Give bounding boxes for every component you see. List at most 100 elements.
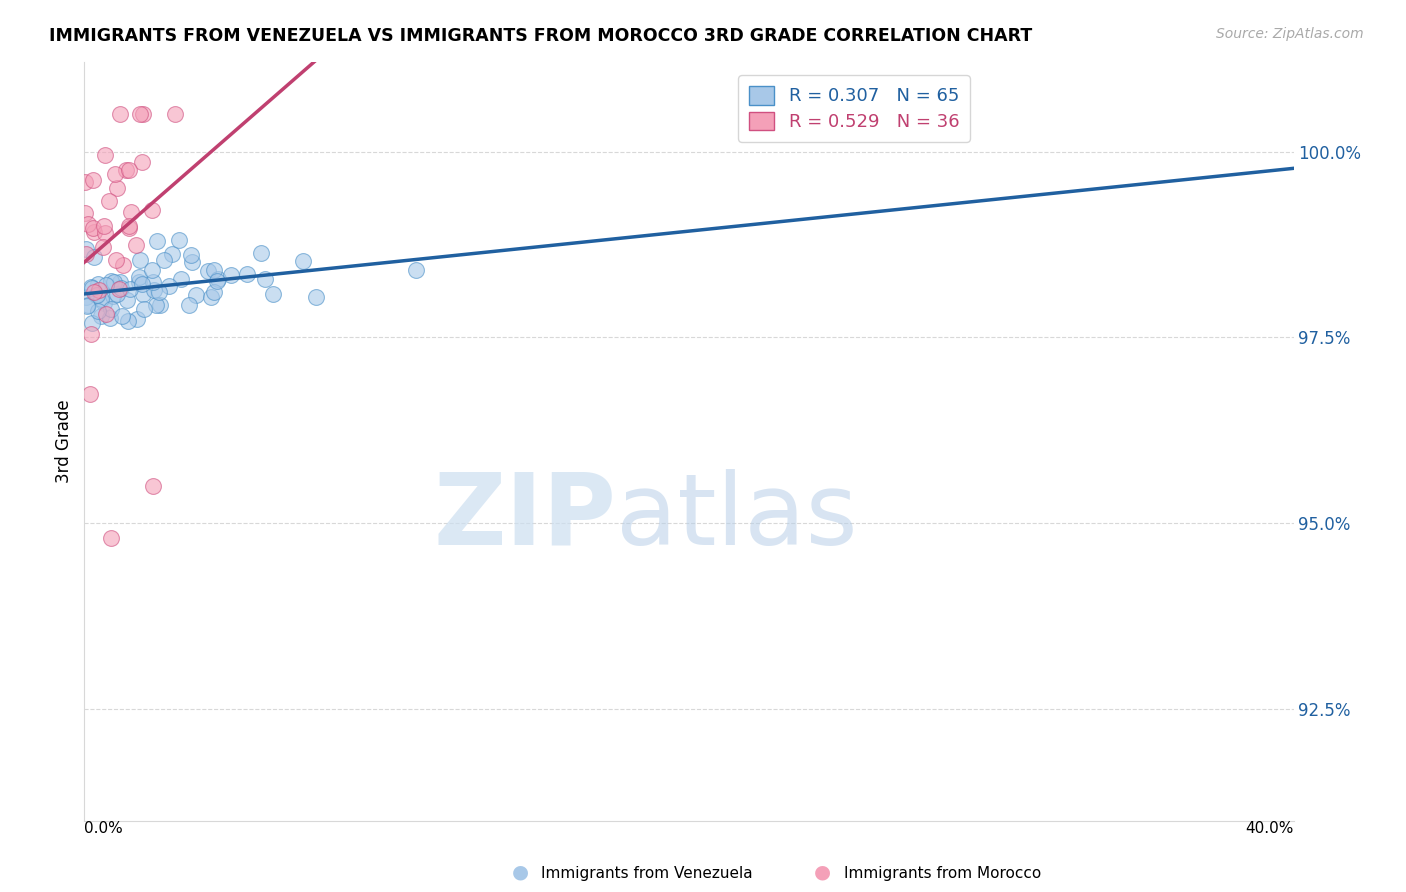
Point (262, 286, 284, 301)
Point (80, 326, 103, 341)
Point (98, 194, 121, 208)
Point (204, 262, 226, 277)
Point (87, 303, 110, 318)
Point (111, 309, 134, 323)
Point (117, 293, 139, 307)
Point (128, 107, 150, 121)
Point (80, 279, 103, 293)
Point (131, 154, 153, 169)
Point (149, 298, 172, 312)
Point (105, 181, 128, 195)
Point (132, 286, 155, 301)
Point (163, 107, 186, 121)
Point (100, 302, 122, 317)
Point (94, 147, 117, 161)
Point (117, 314, 139, 328)
Point (79, 387, 101, 401)
Point (157, 278, 180, 293)
Point (142, 479, 165, 493)
Point (202, 285, 225, 299)
Point (77, 217, 100, 231)
Point (105, 286, 128, 301)
Point (100, 531, 122, 545)
Point (80, 281, 103, 295)
Point (141, 263, 163, 277)
Point (86, 288, 108, 302)
Point (83, 285, 105, 299)
Point (96, 307, 118, 321)
Point (197, 264, 219, 278)
Point (108, 107, 131, 121)
Point (142, 283, 165, 297)
Point (236, 267, 259, 281)
Point (77, 298, 100, 312)
Point (180, 248, 202, 262)
Point (96, 277, 118, 292)
Point (87, 277, 110, 291)
Text: Immigrants from Morocco: Immigrants from Morocco (844, 866, 1040, 881)
Point (93, 296, 115, 310)
Point (141, 202, 163, 217)
Point (90, 309, 112, 323)
Point (82, 221, 104, 235)
Point (124, 237, 146, 252)
Point (148, 285, 170, 299)
Point (118, 219, 141, 234)
Point (249, 246, 271, 260)
Point (76, 299, 98, 313)
Point (291, 254, 314, 268)
Point (87, 283, 110, 297)
Point (103, 289, 125, 303)
Point (100, 310, 122, 325)
Point (145, 298, 167, 312)
Point (100, 274, 122, 288)
Point (80, 316, 103, 330)
Point (75, 206, 97, 220)
Text: 40.0%: 40.0% (1246, 821, 1294, 836)
Point (103, 275, 125, 289)
Point (200, 290, 222, 304)
Point (152, 253, 174, 268)
Point (205, 274, 228, 288)
Text: ZIP: ZIP (433, 469, 616, 566)
Point (132, 107, 155, 121)
Text: Immigrants from Venezuela: Immigrants from Venezuela (541, 866, 754, 881)
Point (207, 272, 229, 286)
Point (75, 247, 97, 261)
Point (305, 290, 328, 304)
Point (84, 287, 107, 301)
Legend: R = 0.307   N = 65, R = 0.529   N = 36: R = 0.307 N = 65, R = 0.529 N = 36 (738, 75, 970, 142)
Point (177, 298, 200, 312)
Point (134, 302, 156, 317)
Point (120, 205, 142, 219)
Point (170, 271, 193, 285)
Point (93, 219, 115, 233)
Point (160, 247, 183, 261)
Point (128, 275, 150, 289)
Point (118, 220, 141, 235)
Point (181, 255, 204, 269)
Point (129, 253, 152, 268)
Point (110, 280, 132, 294)
Point (75, 289, 97, 303)
Point (254, 272, 277, 286)
Point (103, 167, 125, 181)
Point (219, 268, 242, 283)
Text: atlas: atlas (616, 469, 858, 566)
Point (105, 253, 128, 268)
Text: IMMIGRANTS FROM VENEZUELA VS IMMIGRANTS FROM MOROCCO 3RD GRADE CORRELATION CHART: IMMIGRANTS FROM VENEZUELA VS IMMIGRANTS … (49, 27, 1032, 45)
Point (115, 163, 138, 178)
Point (120, 281, 142, 295)
Point (91, 240, 114, 254)
Point (131, 277, 153, 291)
Point (128, 269, 150, 284)
Point (125, 312, 148, 326)
Point (405, 263, 427, 277)
Point (167, 233, 190, 247)
Text: Source: ZipAtlas.com: Source: ZipAtlas.com (1216, 27, 1364, 41)
Text: 0.0%: 0.0% (84, 821, 124, 836)
Point (83, 225, 105, 239)
Y-axis label: 3rd Grade: 3rd Grade (55, 400, 73, 483)
Point (111, 258, 134, 272)
Point (118, 163, 141, 178)
